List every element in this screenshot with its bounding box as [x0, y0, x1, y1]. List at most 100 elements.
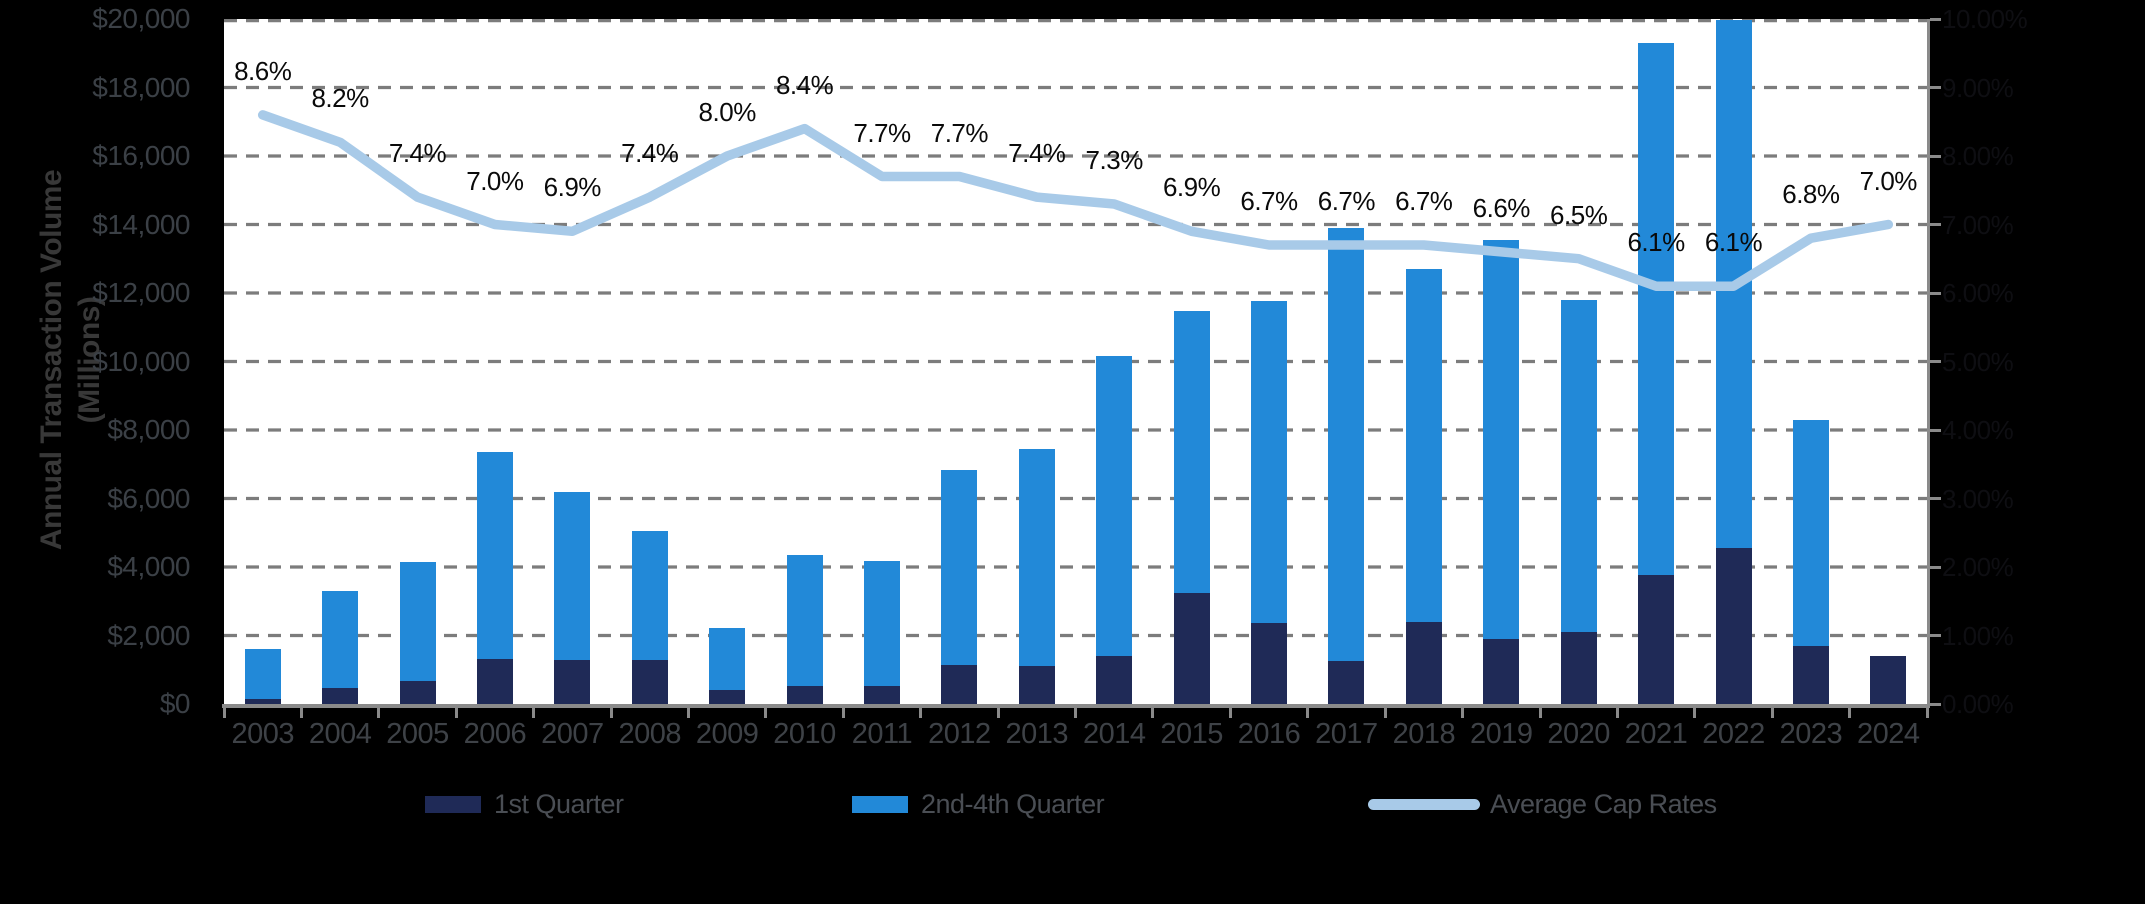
- cap-rate-label-2013: 7.4%: [1008, 138, 1066, 169]
- x-axis-tick: [609, 708, 613, 718]
- left-axis-label: $16,000: [92, 140, 190, 171]
- bar-2014-q2-4: [1096, 356, 1133, 656]
- bar-2023-q1: [1792, 645, 1829, 704]
- bar-2006-q2-4: [476, 452, 513, 659]
- x-axis-label-2009: 2009: [695, 718, 759, 750]
- x-axis-tick: [1770, 708, 1774, 718]
- x-axis-tick: [454, 708, 458, 718]
- cap-rate-label-2024: 7.0%: [1859, 165, 1918, 196]
- x-axis-tick: [1693, 708, 1697, 718]
- legend-label-2nd-4th-quarter: 2nd-4th Quarter: [921, 788, 1105, 819]
- right-axis-tick: [1930, 360, 1941, 363]
- x-axis-tick: [687, 708, 690, 718]
- right-axis-tick: [1930, 702, 1941, 706]
- x-axis-label-2007: 2007: [541, 718, 604, 750]
- left-axis-label: $4,000: [107, 551, 190, 582]
- right-axis-tick: [1930, 291, 1941, 295]
- bar-2021-q1: [1638, 574, 1675, 704]
- x-axis-tick: [1383, 708, 1387, 718]
- right-axis-tick: [1930, 565, 1941, 569]
- x-axis-tick: [1151, 708, 1155, 718]
- right-axis-label: 0.00%: [1942, 689, 2014, 719]
- legend-item-1st-quarter: 1st Quarter: [425, 789, 624, 819]
- cap-rate-label-2003: 8.6%: [234, 55, 292, 86]
- cap-rate-label-2019: 6.6%: [1472, 192, 1531, 223]
- bar-2003-q2-4: [244, 649, 281, 699]
- left-axis-label: $20,000: [92, 3, 190, 34]
- right-axis-label: 5.00%: [1942, 346, 2014, 377]
- x-axis-tick: [1461, 708, 1464, 718]
- x-axis-label-2011: 2011: [851, 718, 913, 750]
- bar-2018-q2-4: [1405, 269, 1442, 622]
- x-axis-tick: [1074, 708, 1077, 718]
- right-axis-tick: [1930, 428, 1941, 432]
- x-axis-tick: [377, 708, 381, 718]
- right-axis-tick: [1930, 223, 1941, 226]
- bar-2020-q1: [1560, 632, 1597, 704]
- cap-rate-label-2014: 7.3%: [1085, 145, 1144, 175]
- x-axis-label-2005: 2005: [386, 718, 449, 750]
- cap-rate-label-2012: 7.7%: [930, 117, 989, 148]
- cap-rate-label-2005: 7.4%: [388, 138, 447, 169]
- x-axis-label-2003: 2003: [231, 718, 294, 750]
- right-axis-tick: [1930, 17, 1941, 21]
- right-axis-label: 4.00%: [1942, 415, 2014, 445]
- legend-item-2nd-4th-quarter: 2nd-4th Quarter: [852, 788, 1105, 819]
- bar-2013-q2-4: [1018, 448, 1055, 667]
- right-axis-label: 9.00%: [1942, 72, 2014, 103]
- cap-rate-label-2009: 8.0%: [698, 97, 757, 127]
- x-axis-tick: [532, 708, 536, 718]
- legend-item-average-cap-rates: Average Cap Rates: [1368, 789, 1717, 819]
- x-axis-label-2021: 2021: [1624, 718, 1688, 750]
- x-axis-tick: [222, 708, 226, 718]
- bar-2004-q1: [322, 688, 359, 704]
- cap-rate-label-2011: 7.7%: [853, 117, 911, 148]
- left-axis-label: $2,000: [107, 619, 190, 651]
- right-axis-label: 7.00%: [1942, 209, 2014, 240]
- bar-2024-q1: [1870, 656, 1907, 704]
- cap-rate-label-2004: 8.2%: [311, 83, 369, 114]
- right-axis-label: 2.00%: [1942, 552, 2014, 582]
- x-axis-tick: [919, 708, 923, 718]
- left-axis-label: $6,000: [107, 482, 190, 514]
- right-axis-label: 3.00%: [1942, 483, 2014, 514]
- x-axis-tick: [1848, 708, 1852, 718]
- bar-2013-q1: [1018, 666, 1055, 704]
- x-axis-label-2010: 2010: [773, 718, 836, 750]
- bar-2017-q1: [1328, 661, 1365, 704]
- bar-2009-q2-4: [709, 627, 746, 690]
- x-axis-label-2020: 2020: [1547, 718, 1610, 750]
- x-axis-tick: [1925, 708, 1929, 718]
- right-axis-label: 6.00%: [1942, 278, 2014, 308]
- bar-2011-q2-4: [864, 560, 900, 687]
- bar-2012-q2-4: [941, 469, 978, 665]
- x-axis-tick: [996, 708, 1000, 718]
- bar-2020-q2-4: [1560, 300, 1597, 633]
- x-axis-tick: [1228, 708, 1232, 718]
- left-axis-label: $18,000: [92, 71, 190, 103]
- right-axis-tick: [1930, 154, 1941, 158]
- bar-2007-q2-4: [554, 491, 591, 660]
- bar-2015-q2-4: [1173, 310, 1210, 593]
- x-axis-label-2024: 2024: [1857, 718, 1920, 750]
- x-axis-tick: [1615, 708, 1619, 718]
- cap-rate-label-2017: 6.7%: [1317, 186, 1376, 216]
- right-axis-tick: [1930, 634, 1941, 637]
- plot-area: 8.6% 8.2% 7.4% 7.0% 6.9% 7.4% 8.0% 8.4% 7.7% 7.7%…: [224, 19, 1927, 704]
- right-axis-label: 10.00%: [1942, 4, 2028, 34]
- 2nd-4th-quarter-swatch-icon: [852, 795, 908, 813]
- bar-2003-q1: [244, 698, 281, 704]
- x-axis-label-2008: 2008: [618, 718, 681, 750]
- bar-2018-q1: [1405, 621, 1442, 704]
- cap-rate-label-2010: 8.4%: [775, 69, 834, 100]
- bar-2010-q1: [786, 686, 823, 704]
- cap-rate-label-2023: 6.8%: [1782, 179, 1840, 210]
- x-axis-tick: [1306, 708, 1310, 718]
- average-cap-rates-line-icon: [1368, 798, 1480, 810]
- right-axis-tick: [1930, 86, 1941, 89]
- bar-2016-q2-4: [1251, 301, 1287, 623]
- left-axis-label: $8,000: [107, 414, 190, 445]
- right-axis-label: 1.00%: [1942, 620, 2014, 651]
- x-axis-label-2014: 2014: [1082, 718, 1146, 750]
